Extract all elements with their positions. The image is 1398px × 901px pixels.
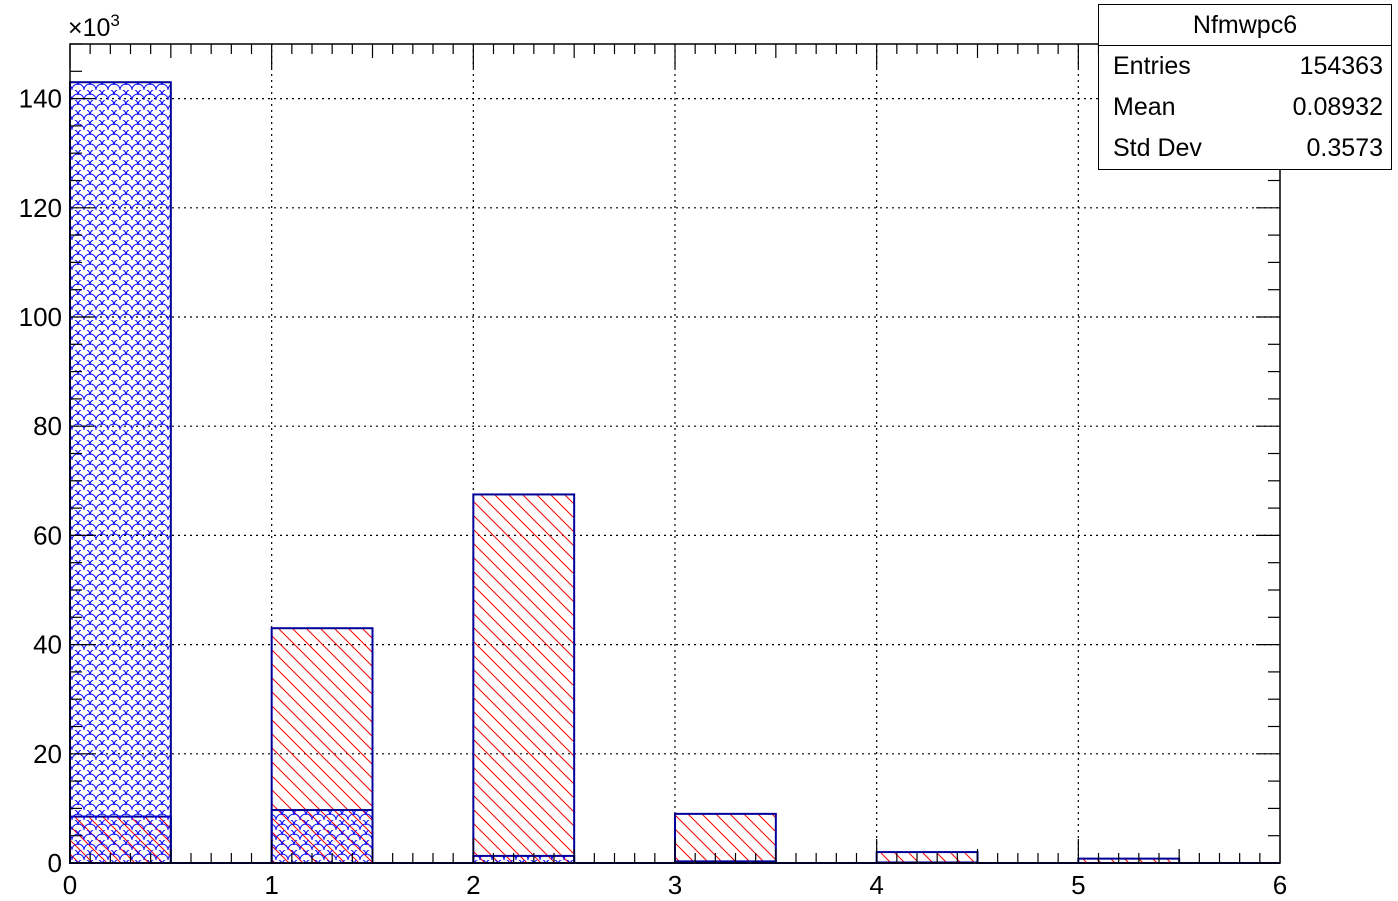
stats-title: Nfmwpc6 [1099, 5, 1391, 46]
stats-value: 0.3573 [1306, 134, 1383, 162]
bar [674, 812, 777, 864]
x-tick-label: 0 [63, 870, 77, 900]
stats-label: Entries [1113, 52, 1191, 80]
y-tick-label: 60 [33, 520, 62, 550]
bar [472, 854, 576, 864]
y-tick-label: 100 [19, 302, 62, 332]
y-tick-label: 40 [33, 630, 62, 660]
stats-label: Mean [1113, 93, 1176, 121]
y-tick-label: 20 [33, 739, 62, 769]
stats-row-entries: Entries 154363 [1099, 46, 1391, 87]
stats-label: Std Dev [1113, 134, 1202, 162]
x-tick-label: 4 [869, 870, 883, 900]
bar [69, 81, 172, 865]
x-tick-label: 3 [668, 870, 682, 900]
stats-box: Nfmwpc6 Entries 154363 Mean 0.08932 Std … [1098, 4, 1392, 170]
x-tick-label: 2 [466, 870, 480, 900]
stats-value: 0.08932 [1292, 93, 1383, 121]
y-tick-label: 120 [19, 193, 62, 223]
bars [69, 81, 1280, 865]
y-tick-label: 80 [33, 411, 62, 441]
bar [270, 809, 374, 865]
x-tick-label: 1 [264, 870, 278, 900]
y-tick-label: 140 [19, 84, 62, 114]
y-tick-label: 0 [48, 848, 62, 878]
bar [875, 851, 979, 865]
x-tick-label: 5 [1071, 870, 1085, 900]
stats-row-stddev: Std Dev 0.3573 [1099, 128, 1391, 169]
bar [472, 493, 576, 864]
stats-row-mean: Mean 0.08932 [1099, 87, 1391, 128]
stats-value: 154363 [1299, 52, 1383, 80]
x-tick-label: 6 [1273, 870, 1287, 900]
grid-lines [70, 44, 1280, 863]
y-axis-multiplier: ×103 [68, 11, 120, 42]
